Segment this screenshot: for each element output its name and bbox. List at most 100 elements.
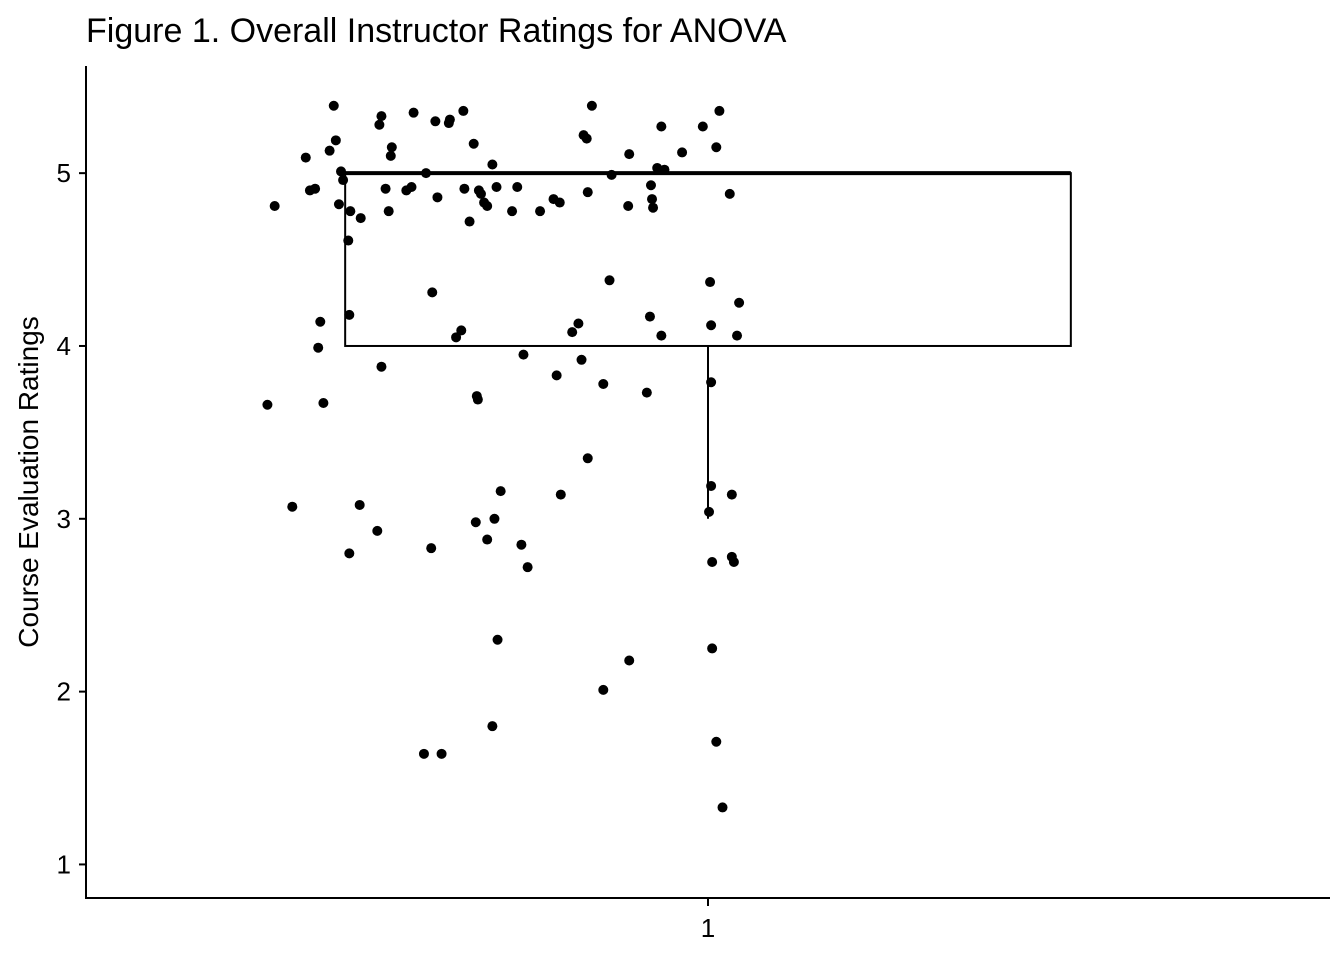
y-tick-label: 5: [57, 158, 71, 188]
data-point: [380, 183, 391, 194]
data-point: [656, 330, 667, 341]
data-point: [318, 398, 329, 409]
data-point: [582, 187, 593, 198]
data-point: [576, 354, 587, 365]
data-point: [724, 188, 735, 199]
data-point: [336, 166, 347, 177]
data-point: [269, 200, 280, 211]
data-point: [386, 142, 397, 153]
data-point: [426, 543, 437, 554]
data-point: [330, 135, 341, 146]
data-point: [518, 349, 529, 360]
data-point: [472, 394, 483, 405]
data-point: [491, 181, 502, 192]
data-point: [406, 181, 417, 192]
y-tick-label: 3: [57, 504, 71, 534]
data-point: [551, 370, 562, 381]
data-point: [355, 213, 366, 224]
data-point: [421, 168, 432, 179]
data-point: [645, 180, 656, 191]
data-point: [328, 100, 339, 111]
data-point: [598, 378, 609, 389]
chart-title: Figure 1. Overall Instructor Ratings for…: [86, 12, 787, 50]
y-axis-title: Course Evaluation Ratings: [13, 316, 44, 648]
data-point: [487, 159, 498, 170]
data-point: [343, 235, 354, 246]
data-point: [456, 325, 467, 336]
data-point: [606, 169, 617, 180]
data-point: [706, 480, 717, 491]
data-point: [706, 377, 717, 388]
data-point: [728, 556, 739, 567]
data-point: [535, 206, 546, 217]
data-point: [659, 164, 670, 175]
data-point: [344, 548, 355, 559]
data-point: [468, 138, 479, 149]
data-point: [427, 287, 438, 298]
data-point: [656, 121, 667, 132]
data-point: [495, 486, 506, 497]
data-point: [310, 183, 321, 194]
data-point: [313, 342, 324, 353]
box-layer: [344, 171, 1072, 519]
data-point: [344, 309, 355, 320]
data-point: [372, 525, 383, 536]
data-point: [714, 105, 725, 116]
data-point: [522, 562, 533, 573]
box-iqr: [344, 172, 1072, 347]
x-axis-ticks: 1: [701, 898, 715, 943]
data-point: [376, 111, 387, 122]
data-point: [315, 316, 326, 327]
data-point: [487, 721, 498, 732]
data-point: [648, 202, 659, 213]
data-point: [262, 399, 273, 410]
data-point: [338, 175, 349, 186]
data-point: [512, 181, 523, 192]
data-point: [432, 192, 443, 203]
y-tick-label: 2: [57, 677, 71, 707]
data-point: [624, 149, 635, 160]
x-tick-label: 1: [701, 913, 715, 943]
data-point: [644, 311, 655, 322]
data-point: [418, 748, 429, 759]
data-point: [697, 121, 708, 132]
data-point: [475, 188, 486, 199]
data-point: [734, 297, 745, 308]
data-point: [287, 501, 298, 512]
data-point: [300, 152, 311, 163]
data-point: [507, 206, 518, 217]
data-point: [717, 802, 728, 813]
data-point: [451, 332, 462, 343]
data-point: [586, 100, 597, 111]
data-point: [581, 133, 592, 144]
data-point: [436, 748, 447, 759]
y-axis-ticks: 1 2 3 4 5: [57, 158, 86, 879]
data-point: [573, 318, 584, 329]
data-point: [354, 499, 365, 510]
y-tick-label: 1: [57, 849, 71, 879]
data-point: [444, 114, 455, 125]
data-point: [333, 199, 344, 210]
data-point: [604, 275, 615, 286]
data-point: [711, 736, 722, 747]
data-point: [707, 643, 718, 654]
jitter-points-layer: [262, 100, 745, 813]
data-point: [470, 517, 481, 528]
data-point: [705, 277, 716, 288]
data-point: [492, 634, 503, 645]
data-point: [374, 119, 385, 130]
y-tick-label: 4: [57, 331, 71, 361]
data-point: [482, 534, 493, 545]
data-point: [582, 453, 593, 464]
data-point: [383, 206, 394, 217]
data-point: [706, 320, 717, 331]
data-point: [726, 489, 737, 500]
data-point: [345, 206, 356, 217]
data-point: [732, 330, 743, 341]
data-point: [430, 116, 441, 127]
data-point: [555, 489, 566, 500]
data-point: [623, 200, 634, 211]
data-point: [376, 361, 387, 372]
data-point: [704, 506, 715, 517]
